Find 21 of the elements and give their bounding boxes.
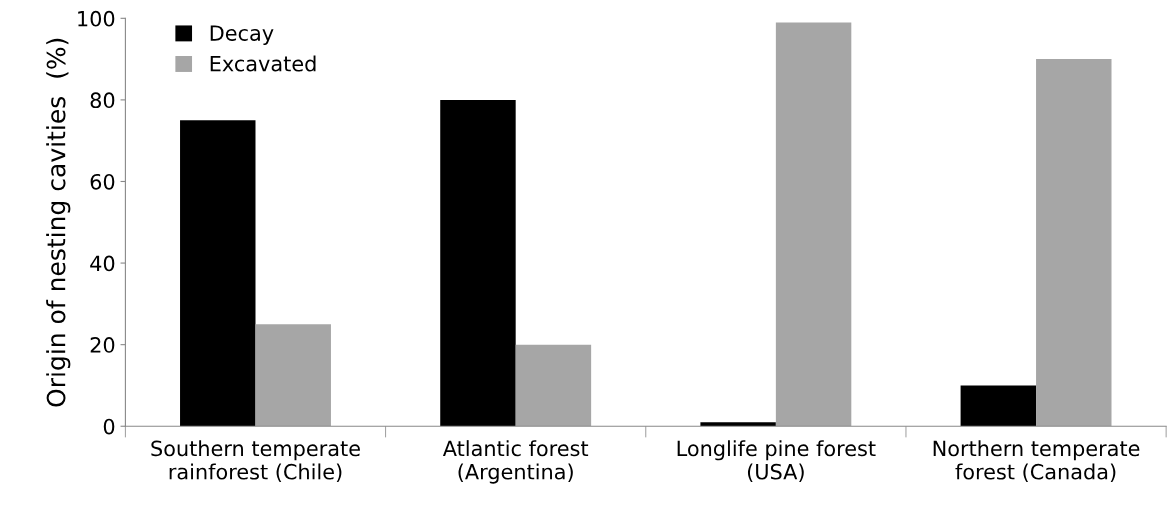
bar xyxy=(700,422,776,427)
x-tick-label: Atlantic forest (Argentina) xyxy=(442,440,589,484)
y-tick-label: 40 xyxy=(90,255,115,272)
y-axis-title: Origin of nesting cavities (%) xyxy=(46,38,71,407)
x-tick-label: Northern temperate forest (Canada) xyxy=(933,440,1140,483)
bar xyxy=(515,344,592,427)
y-tick-label: 100 xyxy=(78,10,115,27)
y-tick-label: 60 xyxy=(90,173,115,190)
bar xyxy=(440,99,516,427)
bar xyxy=(960,385,1037,427)
y-tick-label: 0 xyxy=(103,418,115,435)
bar xyxy=(180,120,256,427)
y-tick-label: 20 xyxy=(90,337,115,353)
bar xyxy=(1036,59,1112,427)
bar xyxy=(775,22,852,427)
bar xyxy=(255,324,331,427)
y-tick-label: 80 xyxy=(90,92,115,109)
x-tick-label: Longlife pine forest (USA) xyxy=(677,440,876,483)
legend-label: Decay xyxy=(210,25,274,45)
legend-label: Excavated xyxy=(210,55,316,72)
x-tick-label: Southern temperate rainforest (Chile) xyxy=(151,440,360,483)
